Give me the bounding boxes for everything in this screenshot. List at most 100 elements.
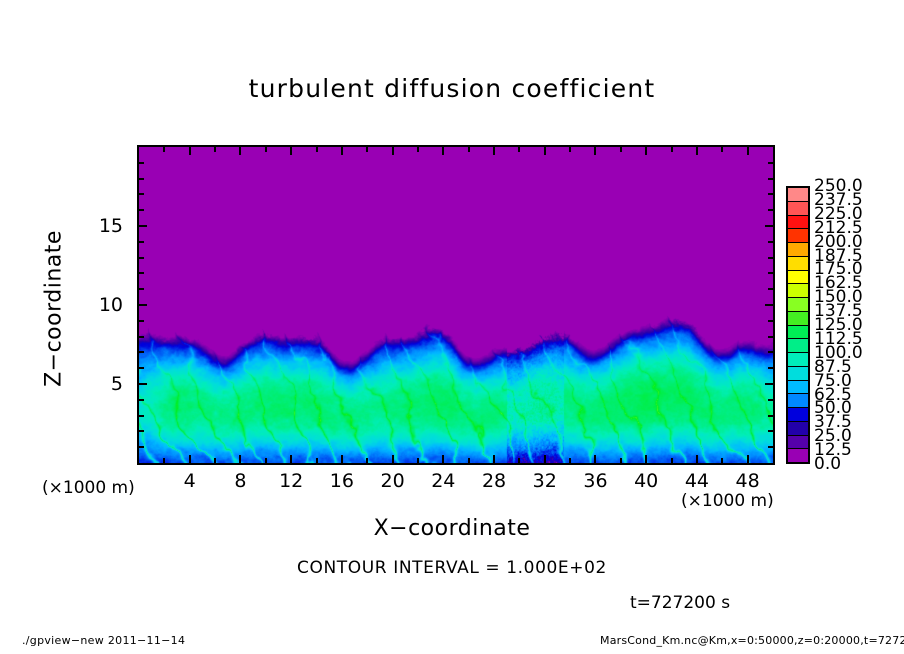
colorbar-band-3 [788, 408, 808, 422]
colorbar-band-0 [788, 449, 808, 462]
colorbar [786, 186, 810, 464]
colorbar-label-125-0: 125.0 [814, 315, 863, 335]
x-tick-34 [569, 458, 572, 463]
colorbar-label-75-0: 75.0 [814, 370, 852, 391]
x-tick-top-12 [290, 147, 293, 155]
colorbar-band-9 [788, 325, 808, 340]
colorbar-label-112-5: 112.5 [814, 328, 863, 349]
y-tick-16 [139, 209, 144, 212]
x-tick-label-16: 16 [329, 470, 354, 492]
y-tick-label-10: 10 [98, 294, 123, 316]
y-tick-right-14 [768, 240, 773, 243]
y-tick-8 [139, 335, 144, 338]
colorbar-label-187-5: 187.5 [814, 245, 863, 266]
x-tick-48 [746, 455, 749, 463]
x-tick-32 [543, 455, 546, 463]
x-tick-26 [467, 458, 470, 463]
y-tick-6 [139, 367, 144, 370]
x-tick-top-20 [391, 147, 394, 155]
x-tick-label-4: 4 [183, 470, 196, 492]
y-tick-13 [139, 256, 144, 259]
y-axis-unit-label: (×1000 m) [42, 478, 135, 498]
y-tick-9 [139, 319, 144, 322]
x-tick-top-44 [695, 147, 698, 155]
y-axis-label: Z−coordinate [41, 230, 67, 387]
x-tick-top-10 [264, 147, 267, 152]
y-tick-right-12 [768, 272, 773, 275]
colorbar-label-87-5: 87.5 [814, 356, 852, 377]
x-tick-top-22 [416, 147, 419, 152]
x-tick-top-18 [366, 147, 369, 152]
x-tick-label-36: 36 [583, 470, 608, 492]
y-tick-right-6 [768, 367, 773, 370]
x-tick-42 [670, 458, 673, 463]
y-tick-4 [139, 398, 144, 401]
colorbar-label-200-0: 200.0 [814, 231, 863, 252]
x-tick-10 [264, 458, 267, 463]
colorbar-band-8 [788, 339, 808, 353]
x-tick-6 [214, 458, 217, 463]
colorbar-label-37-5: 37.5 [814, 412, 852, 433]
y-tick-right-1 [768, 446, 773, 449]
x-tick-36 [594, 455, 597, 463]
x-tick-8 [239, 455, 242, 463]
x-tick-top-2 [163, 147, 166, 152]
y-tick-18 [139, 177, 144, 180]
x-tick-label-20: 20 [380, 470, 405, 492]
y-tick-17 [139, 193, 144, 196]
colorbar-label-150-0: 150.0 [814, 287, 863, 308]
time-label: t=727200 s [630, 593, 731, 613]
colorbar-band-6 [788, 366, 808, 381]
y-tick-11 [139, 288, 144, 291]
colorbar-band-1 [788, 435, 808, 450]
x-tick-22 [416, 458, 419, 463]
colorbar-label-62-5: 62.5 [814, 384, 852, 405]
colorbar-band-18 [788, 201, 808, 216]
y-tick-right-18 [768, 177, 773, 180]
y-tick-7 [139, 351, 144, 354]
x-tick-top-4 [188, 147, 191, 155]
y-tick-right-13 [768, 256, 773, 259]
colorbar-label-25-0: 25.0 [814, 426, 852, 447]
y-tick-10 [139, 304, 147, 306]
colorbar-label-100-0: 100.0 [814, 342, 863, 363]
x-tick-14 [315, 458, 318, 463]
colorbar-label-250-0: 250.0 [814, 176, 863, 196]
y-tick-right-9 [768, 319, 773, 322]
x-tick-label-8: 8 [234, 470, 247, 492]
x-tick-top-32 [543, 147, 546, 155]
colorbar-band-5 [788, 380, 808, 395]
colorbar-label-212-5: 212.5 [814, 217, 863, 238]
colorbar-band-17 [788, 215, 808, 230]
colorbar-band-4 [788, 394, 808, 408]
y-tick-right-2 [768, 430, 773, 433]
y-tick-right-11 [768, 288, 773, 291]
x-tick-40 [645, 455, 648, 463]
colorbar-label-175-0: 175.0 [814, 259, 863, 280]
x-tick-2 [163, 458, 166, 463]
y-tick-right-4 [768, 398, 773, 401]
colorbar-band-19 [788, 188, 808, 202]
x-tick-top-28 [493, 147, 496, 155]
colorbar-band-14 [788, 256, 808, 271]
x-tick-20 [391, 455, 394, 463]
x-axis-label: X−coordinate [373, 516, 531, 541]
x-tick-top-8 [239, 147, 242, 155]
x-tick-12 [290, 455, 293, 463]
colorbar-band-15 [788, 243, 808, 257]
y-tick-14 [139, 240, 144, 243]
colorbar-band-10 [788, 311, 808, 326]
x-tick-label-40: 40 [634, 470, 659, 492]
x-tick-16 [340, 455, 343, 463]
plot-area [137, 145, 775, 465]
colorbar-label-12-5: 12.5 [814, 440, 852, 461]
colorbar-label-50-0: 50.0 [814, 398, 852, 419]
x-tick-label-48: 48 [735, 470, 760, 492]
turbulence-field-heatmap [139, 147, 773, 463]
colorbar-label-0-0: 0.0 [814, 454, 842, 474]
y-tick-right-3 [768, 414, 773, 417]
x-tick-top-6 [214, 147, 217, 152]
x-axis-unit-label: (×1000 m) [681, 491, 774, 511]
y-tick-right-16 [768, 209, 773, 212]
